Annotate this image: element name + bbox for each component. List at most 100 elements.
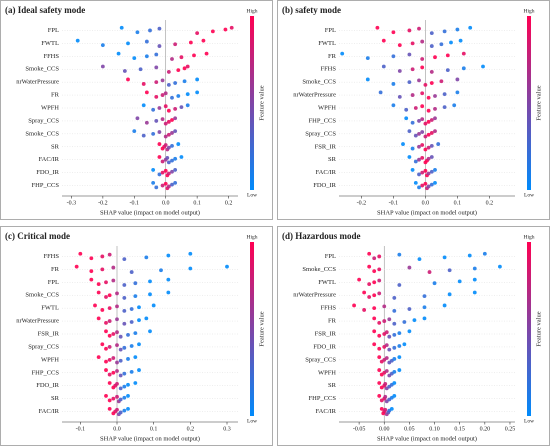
feature-label: FWTL	[318, 279, 336, 286]
shap-point	[115, 407, 119, 412]
colorbar-low: Low	[524, 192, 534, 198]
shap-point	[135, 30, 140, 35]
shap-point	[223, 27, 228, 32]
shap-point	[138, 67, 143, 72]
shap-point	[170, 95, 174, 100]
shap-point	[417, 257, 422, 262]
shap-point	[377, 355, 382, 360]
shap-point	[340, 51, 345, 56]
shap-point	[401, 142, 405, 146]
shap-point	[449, 40, 453, 45]
shap-point	[472, 266, 477, 271]
shap-point	[410, 41, 415, 46]
shap-point	[157, 106, 162, 110]
shap-point	[166, 70, 171, 74]
x-axis-label: SHAP value (impact on model output)	[100, 435, 200, 442]
x-tick-label: -0.05	[353, 426, 366, 432]
shap-point	[377, 291, 382, 296]
feature-label: Spray_CCS	[305, 356, 336, 363]
shap-point	[433, 116, 437, 121]
shap-point	[383, 394, 388, 399]
shap-point	[89, 277, 94, 282]
shap-point	[107, 357, 112, 362]
shap-point	[404, 116, 409, 121]
shap-point	[157, 142, 162, 146]
shap-point	[420, 130, 425, 134]
shap-point	[118, 397, 123, 402]
shap-point	[122, 296, 127, 300]
x-tick-label: 0.20	[480, 426, 491, 432]
shap-point	[111, 370, 116, 375]
shap-point	[104, 368, 108, 372]
shap-point	[423, 82, 428, 87]
shap-point	[133, 294, 138, 299]
feature-label: FR	[51, 92, 60, 99]
shap-point	[165, 155, 170, 160]
shap-point	[115, 291, 119, 296]
shap-point	[372, 329, 377, 334]
x-axis-label: SHAP value (impact on model output)	[100, 209, 200, 216]
x-tick-label: 0.15	[454, 426, 465, 432]
shap-point	[173, 168, 178, 172]
x-tick-label: 0.2	[187, 426, 195, 432]
shap-point	[126, 394, 130, 398]
feature-label: nrWaterPressure	[293, 292, 336, 299]
feature-label: FFHS	[320, 66, 336, 73]
shap-point	[96, 355, 101, 360]
feature-label: FDO_IR	[313, 182, 336, 189]
shap-point	[410, 168, 415, 172]
shap-point	[118, 410, 123, 415]
shap-point	[377, 254, 382, 259]
panel: (a) Ideal safety mode -0.3 -0.2 -0.1 0.0 0.1 0…	[0, 0, 273, 220]
feature-label: FAC/IR	[39, 408, 60, 415]
shap-point	[417, 131, 421, 136]
shap-point	[188, 40, 193, 45]
shap-point	[422, 305, 427, 310]
shap-point	[382, 319, 387, 323]
shap-point	[179, 55, 184, 60]
shap-point	[392, 381, 397, 385]
shap-point	[141, 133, 146, 138]
shap-point	[420, 91, 425, 96]
shap-point	[420, 39, 425, 44]
shap-point	[115, 330, 119, 335]
shap-point	[417, 144, 421, 149]
feature-label: SR	[51, 143, 60, 150]
shap-point	[389, 406, 394, 411]
panel: (d) Hazardous mode -0.05 0.00 0.05 0.10 0.15 0…	[277, 226, 550, 446]
shap-point	[166, 290, 171, 295]
shap-point	[352, 303, 356, 308]
shap-point	[157, 172, 162, 177]
shap-point	[148, 292, 152, 297]
shap-point	[420, 117, 425, 122]
colorbar	[250, 242, 254, 416]
shap-point	[116, 51, 121, 56]
shap-point	[166, 277, 171, 282]
shap-point	[397, 331, 402, 335]
shap-point	[89, 269, 94, 274]
x-tick-label: -0.2	[98, 200, 108, 206]
shap-point	[104, 359, 108, 364]
shap-point	[185, 64, 190, 69]
shap-point	[413, 180, 418, 185]
shap-point	[160, 117, 165, 122]
shap-point	[96, 282, 101, 287]
shap-point	[96, 290, 101, 295]
feature-label: SR	[328, 156, 337, 163]
feature-label: FHP_CCS	[32, 182, 60, 189]
feature-label: FHP_CCS	[32, 369, 60, 376]
shap-point	[157, 44, 162, 48]
shap-point	[392, 333, 397, 337]
x-tick-label: 0.25	[505, 426, 516, 432]
shap-point	[129, 344, 134, 348]
feature-label: FPL	[48, 27, 59, 34]
shap-point	[367, 251, 372, 256]
shap-point	[151, 107, 156, 112]
feature-label: nrWaterPressure	[16, 79, 59, 86]
x-tick-label: 0.0	[113, 426, 121, 432]
shap-point	[426, 95, 431, 100]
shap-point	[472, 277, 477, 282]
shap-point	[392, 345, 397, 350]
x-tick-label: -0.2	[357, 200, 367, 206]
